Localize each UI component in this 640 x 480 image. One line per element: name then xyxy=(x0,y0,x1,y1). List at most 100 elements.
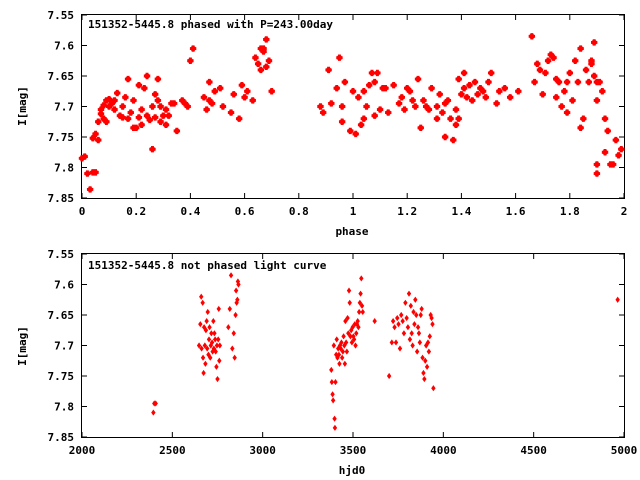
data-point xyxy=(202,342,208,349)
data-point xyxy=(157,118,164,125)
y-tick-label: 7.7 xyxy=(54,340,74,353)
x-tick-label: 4000 xyxy=(430,444,457,457)
data-point xyxy=(207,324,212,331)
data-point xyxy=(105,103,113,110)
data-point xyxy=(241,94,248,101)
y-tick-label: 7.75 xyxy=(48,370,75,383)
data-point xyxy=(214,363,219,370)
data-point xyxy=(431,385,436,392)
data-point xyxy=(455,115,462,122)
data-point xyxy=(254,60,262,67)
data-point xyxy=(135,81,143,89)
data-point xyxy=(227,305,232,312)
data-point xyxy=(406,88,414,95)
data-point xyxy=(151,114,159,121)
x-tick-label: 1.8 xyxy=(560,205,580,218)
data-point xyxy=(124,115,132,122)
x-tick-label: 4500 xyxy=(520,444,547,457)
data-point xyxy=(463,94,471,101)
data-point xyxy=(332,415,337,422)
data-point xyxy=(385,109,392,116)
data-point xyxy=(609,161,617,168)
data-point xyxy=(212,336,218,343)
data-point xyxy=(615,152,622,159)
y-tick-label: 7.7 xyxy=(54,101,74,114)
data-point xyxy=(331,342,337,349)
data-point xyxy=(553,75,560,83)
x-tick-label: 0.6 xyxy=(235,205,255,218)
data-point xyxy=(130,97,137,104)
data-point xyxy=(561,88,568,95)
data-point xyxy=(601,115,609,122)
data-point xyxy=(479,88,487,95)
data-point xyxy=(135,114,143,121)
data-point xyxy=(550,54,557,61)
data-point xyxy=(593,97,601,104)
data-point xyxy=(100,115,107,122)
data-point xyxy=(203,360,208,367)
data-point xyxy=(341,333,346,340)
data-point xyxy=(596,78,603,86)
data-point xyxy=(263,36,270,43)
data-point xyxy=(116,112,124,119)
data-point xyxy=(347,127,354,135)
x-tick-label: 0 xyxy=(79,205,86,218)
data-point xyxy=(201,369,206,377)
data-point xyxy=(233,311,238,319)
data-point xyxy=(100,102,107,109)
data-point xyxy=(206,336,212,343)
data-point xyxy=(618,146,625,153)
data-point xyxy=(441,100,449,107)
data-point xyxy=(105,95,113,103)
data-point xyxy=(417,124,424,132)
data-point xyxy=(539,91,546,98)
data-point xyxy=(536,66,544,74)
data-point xyxy=(447,115,454,122)
x-tick-label: 2 xyxy=(621,205,628,218)
data-point xyxy=(212,330,217,337)
data-point xyxy=(612,136,620,144)
data-point xyxy=(506,94,514,101)
data-point xyxy=(196,342,202,349)
data-point xyxy=(493,100,500,107)
data-point xyxy=(203,327,209,334)
data-point xyxy=(355,94,362,101)
data-point xyxy=(585,78,592,86)
data-point xyxy=(485,78,492,86)
data-point xyxy=(319,109,327,116)
data-point xyxy=(515,88,522,95)
x-tick-label: 3500 xyxy=(340,444,367,457)
data-point xyxy=(138,121,145,128)
data-point xyxy=(474,91,481,98)
data-point xyxy=(555,78,563,86)
data-point xyxy=(219,103,227,110)
data-point xyxy=(458,91,465,98)
data-point xyxy=(151,91,159,98)
data-point xyxy=(357,121,365,128)
data-point xyxy=(371,112,378,119)
data-point xyxy=(496,88,503,95)
data-point xyxy=(398,94,405,101)
data-point xyxy=(615,296,620,303)
data-point xyxy=(119,114,126,121)
y-tick-label: 7.85 xyxy=(48,431,75,444)
data-point xyxy=(360,115,368,122)
data-point xyxy=(342,360,348,367)
data-point xyxy=(395,100,403,107)
data-point xyxy=(406,290,412,297)
data-point xyxy=(374,69,381,77)
data-point xyxy=(343,339,349,346)
data-point xyxy=(244,88,251,95)
data-point xyxy=(424,363,430,370)
data-point xyxy=(528,33,536,40)
data-point xyxy=(433,103,441,110)
data-point xyxy=(372,318,377,325)
data-point xyxy=(160,112,167,119)
phased-chart-title: 151352-5445.8 phased with P=243.00day xyxy=(88,18,333,31)
data-point xyxy=(466,81,473,89)
data-point xyxy=(501,85,508,92)
data-point xyxy=(200,94,208,101)
data-point xyxy=(392,324,397,331)
data-point xyxy=(330,391,335,398)
